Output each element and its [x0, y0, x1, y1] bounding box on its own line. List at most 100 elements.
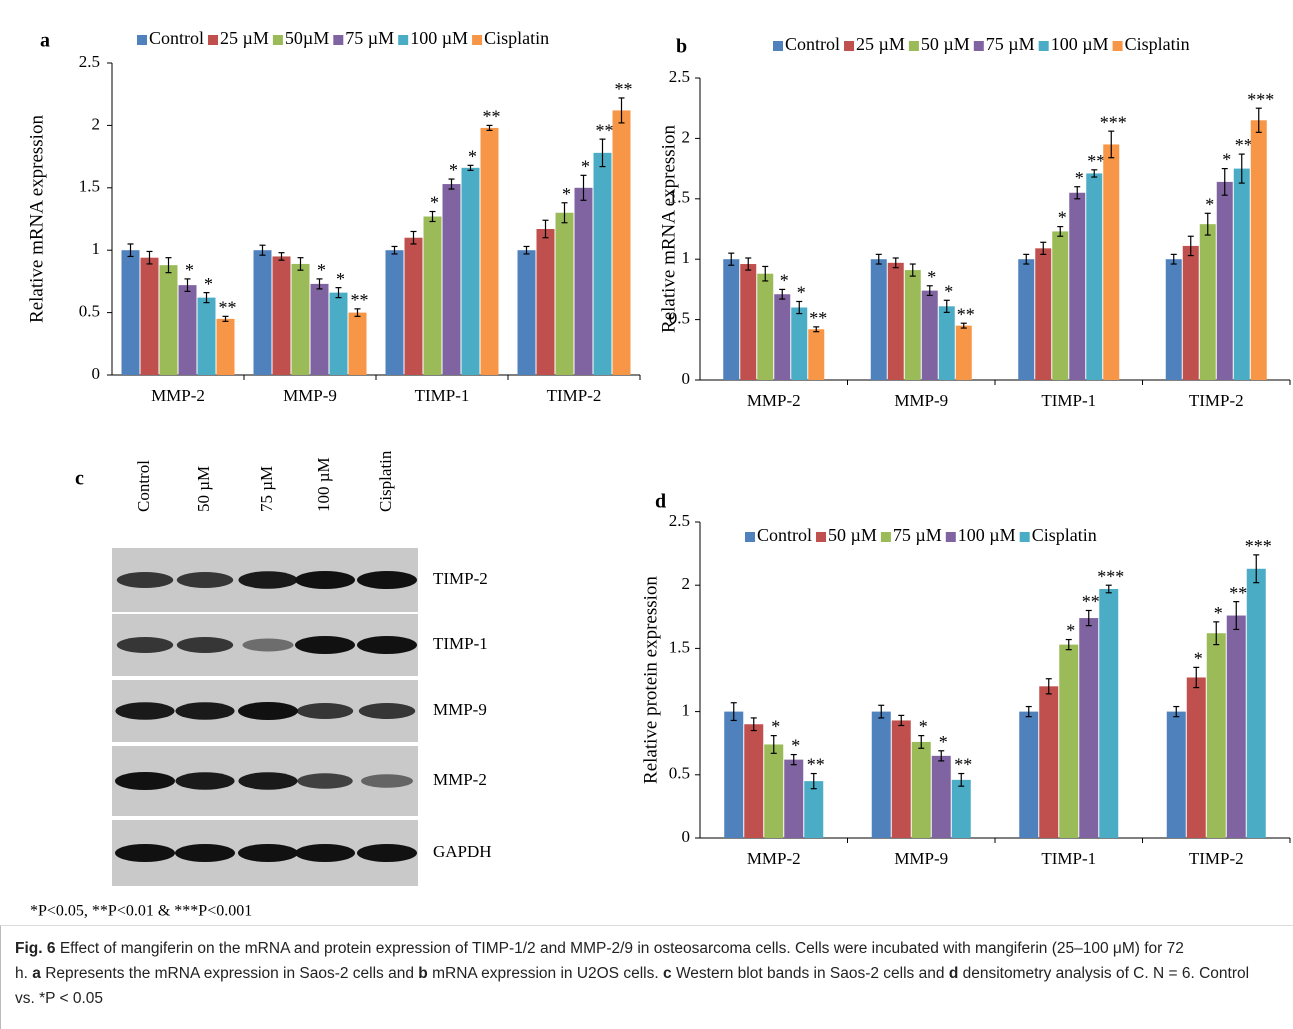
bar [424, 217, 442, 375]
bar [764, 744, 783, 838]
y-tick-label: 2.5 [669, 511, 690, 530]
significance: * [1205, 194, 1214, 214]
significance: * [562, 184, 571, 204]
legend-swatch [472, 35, 482, 45]
y-tick-label: 0.5 [79, 302, 100, 321]
band [359, 703, 415, 719]
band [115, 844, 175, 862]
bar [1207, 633, 1226, 838]
bar [774, 294, 790, 380]
band [117, 637, 173, 653]
bar [1187, 677, 1206, 838]
band [357, 844, 417, 862]
panel-label: d [655, 491, 666, 513]
bar [808, 329, 824, 380]
significance: *** [1100, 112, 1127, 132]
legend-label: 25 µM [220, 28, 269, 48]
bar [1234, 169, 1250, 380]
bar [939, 306, 955, 380]
significance: * [185, 260, 194, 280]
bar [912, 742, 931, 838]
lane-label: 75 µM [257, 466, 276, 512]
y-tick-label: 2 [92, 114, 101, 133]
y-tick-label: 2.5 [669, 67, 690, 86]
row-label: MMP-9 [433, 700, 487, 719]
legend-label: Control [149, 28, 204, 48]
significance: * [449, 160, 458, 180]
band [177, 572, 233, 588]
bar [311, 284, 329, 375]
band [175, 844, 235, 862]
significance: * [780, 271, 789, 291]
bar [349, 313, 367, 375]
legend-swatch [909, 41, 919, 51]
x-tick-label: TIMP-1 [1041, 849, 1096, 868]
significance: * [1214, 603, 1223, 623]
caption-bold: a [32, 965, 41, 982]
bar [956, 326, 972, 380]
caption-bold: Fig. 6 [15, 940, 55, 957]
band [238, 772, 297, 790]
legend-swatch [333, 35, 343, 45]
band [297, 773, 353, 789]
significance: *** [1247, 89, 1274, 109]
bar [160, 265, 178, 375]
x-tick-label: TIMP-1 [415, 386, 470, 405]
legend-label: 75 µM [986, 34, 1035, 54]
x-tick-label: MMP-9 [283, 386, 337, 405]
band [117, 572, 173, 588]
legend-label: 100 µM [410, 28, 468, 48]
legend-label: 75 µM [345, 28, 394, 48]
x-tick-label: MMP-2 [151, 386, 205, 405]
significance: ** [1229, 583, 1247, 603]
legend-label: Control [757, 525, 812, 545]
legend-label: Cisplatin [484, 28, 549, 48]
bar [1103, 144, 1119, 380]
row-label: MMP-2 [433, 770, 487, 789]
band [295, 844, 355, 862]
legend-swatch [773, 41, 783, 51]
y-tick-label: 2 [682, 127, 691, 146]
band [177, 637, 233, 653]
legend-swatch [946, 532, 956, 542]
bar [613, 110, 631, 375]
legend-label: 50 µM [921, 34, 970, 54]
x-tick-label: MMP-2 [747, 391, 801, 410]
bar [179, 285, 197, 375]
x-tick-label: TIMP-1 [1041, 391, 1096, 410]
y-tick-label: 1.5 [79, 177, 100, 196]
y-axis-label: Relative mRNA expression [26, 115, 47, 323]
y-tick-label: 0 [92, 364, 101, 383]
legend-swatch [1039, 41, 1049, 51]
bar [537, 229, 555, 375]
band [295, 571, 355, 589]
significance: ** [954, 755, 972, 775]
band [115, 772, 175, 790]
significance: * [927, 267, 936, 287]
x-tick-label: TIMP-2 [1189, 391, 1244, 410]
y-tick-label: 0.5 [669, 309, 690, 328]
y-tick-label: 1.5 [669, 188, 690, 207]
significance: ** [615, 79, 633, 99]
x-tick-label: MMP-2 [747, 849, 801, 868]
bar [273, 256, 291, 375]
caption-bold: b [418, 965, 427, 982]
significance: * [317, 260, 326, 280]
legend-swatch [1020, 532, 1030, 542]
panel-label: a [40, 30, 50, 52]
row-label: TIMP-2 [433, 569, 488, 588]
page: c Control 50 µM 75 µM 100 µM Cisplatin TIMP-2… [0, 0, 1293, 1029]
significance: * [430, 193, 439, 213]
legend-label: Cisplatin [1125, 34, 1190, 54]
significance: ** [219, 297, 237, 317]
panel-label: c [75, 468, 84, 490]
bar [804, 781, 823, 838]
bar [1052, 231, 1068, 380]
band [361, 774, 413, 788]
y-tick-label: 1 [682, 701, 691, 720]
bar [198, 298, 216, 375]
legend-label: 100 µM [1051, 34, 1109, 54]
significance: *** [1097, 566, 1124, 586]
legend-label: Cisplatin [1032, 525, 1097, 545]
